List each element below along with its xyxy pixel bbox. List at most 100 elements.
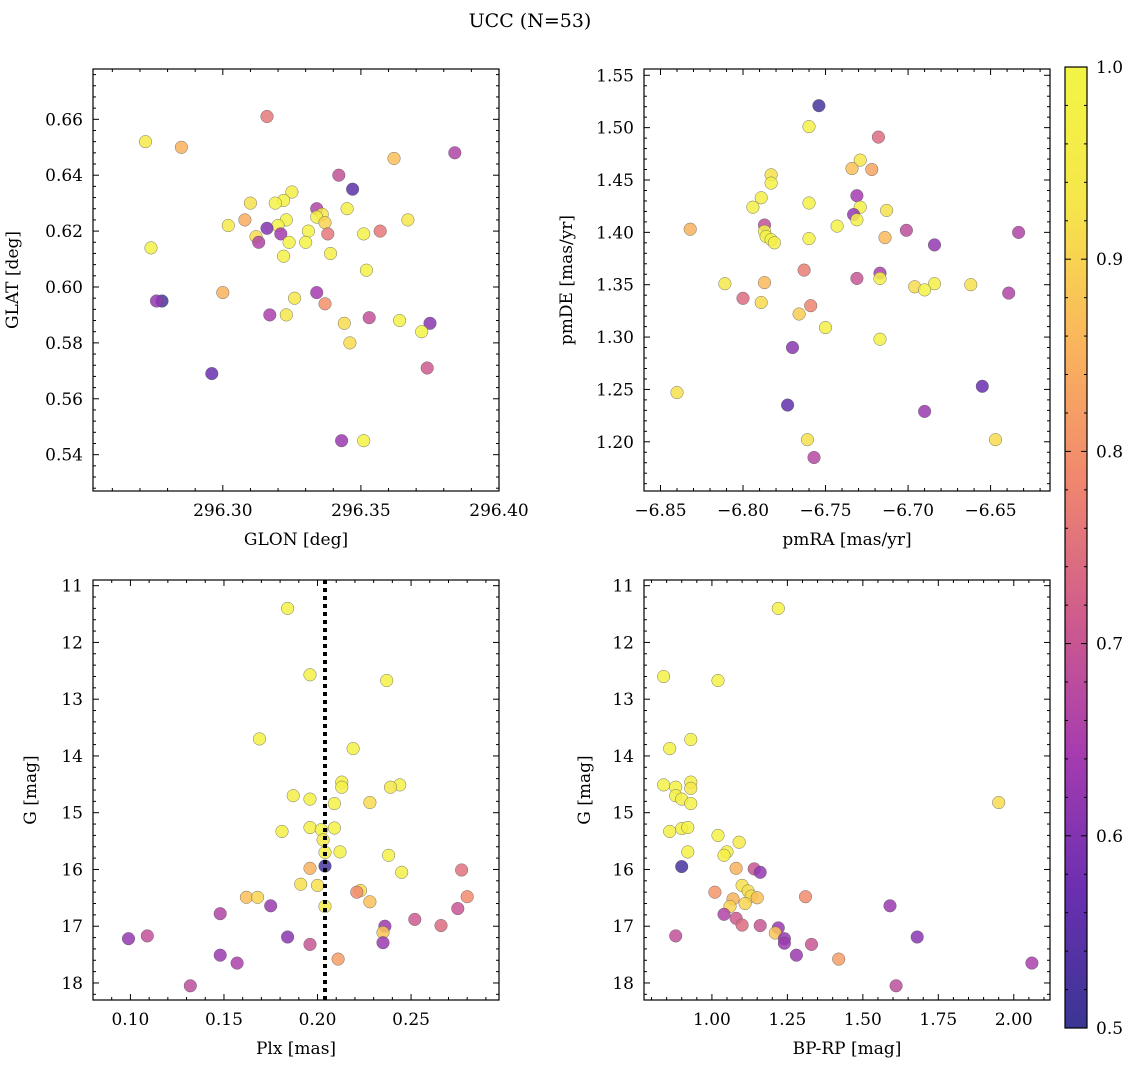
y-tick-label: 18 — [612, 974, 634, 994]
scatter-point — [777, 936, 791, 950]
scatter-point — [303, 937, 317, 951]
scatter-point — [286, 789, 300, 803]
scatter-point — [883, 899, 897, 913]
scatter-point — [420, 361, 434, 375]
scatter-point — [282, 235, 296, 249]
scatter-point — [928, 238, 942, 252]
x-tick-label: −6.85 — [634, 501, 686, 521]
scatter-point — [771, 601, 785, 615]
scatter-point — [865, 162, 879, 176]
scatter-point — [205, 367, 219, 381]
scatter-point — [899, 223, 913, 237]
scatter-point — [717, 848, 731, 862]
scatter-point — [663, 824, 677, 838]
scatter-point — [928, 277, 942, 291]
scatter-point — [423, 316, 437, 330]
scatter-point — [318, 216, 332, 230]
scatter-point — [1002, 286, 1016, 300]
scatter-point — [845, 161, 859, 175]
scatter-point — [318, 859, 332, 873]
x-tick-label: 0.20 — [299, 1010, 337, 1030]
scatter-point — [363, 895, 377, 909]
scatter-point — [918, 404, 932, 418]
scatter-point — [213, 907, 227, 921]
scatter-point — [252, 732, 266, 746]
scatter-point — [260, 109, 274, 123]
scatter-point — [213, 948, 227, 962]
scatter-point — [144, 241, 158, 255]
scatter-point — [350, 885, 364, 899]
y-tick-label: 0.64 — [45, 166, 83, 186]
scatter-point — [797, 263, 811, 277]
x-tick-label: 2.00 — [995, 1010, 1033, 1030]
scatter-point — [830, 219, 844, 233]
colorbar: 0.5 0.6 0.7 0.8 0.9 1.0 — [1064, 58, 1123, 1039]
axes-frame — [92, 68, 500, 492]
scatter-point — [683, 222, 697, 236]
scatter-point — [303, 668, 317, 682]
scatter-point — [281, 601, 295, 615]
scatter-point — [395, 865, 409, 879]
scatter-point — [448, 146, 462, 160]
x-tick-label: 0.15 — [205, 1010, 243, 1030]
scatter-point — [384, 780, 398, 794]
scatter-point — [311, 878, 325, 892]
scatter-point — [268, 196, 282, 210]
scatter-point — [767, 236, 781, 250]
y-tick-label: 1.30 — [596, 328, 634, 348]
scatter-point — [975, 379, 989, 393]
scatter-point — [681, 845, 695, 859]
scatter-point — [252, 235, 266, 249]
scatter-point — [853, 153, 867, 167]
scatter-point — [279, 308, 293, 322]
scatter-point — [802, 120, 816, 134]
scatter-point — [1025, 956, 1039, 970]
scatter-point — [357, 227, 371, 241]
scatter-point — [738, 897, 752, 911]
y-tick-label: 1.35 — [596, 276, 634, 296]
scatter-point — [387, 151, 401, 165]
x-tick-label: 296.40 — [469, 501, 528, 521]
y-tick-label: 0.54 — [45, 446, 83, 466]
colorbar-tick-label: 0.6 — [1096, 827, 1123, 847]
y-axis-label: GLAT [deg] — [3, 231, 23, 329]
scatter-point — [359, 263, 373, 277]
scatter-point — [337, 316, 351, 330]
scatter-point — [451, 902, 465, 916]
scatter-point — [657, 778, 671, 792]
scatter-point — [331, 952, 345, 966]
y-tick-label: 0.66 — [45, 110, 83, 130]
scatter-point — [140, 929, 154, 943]
scatter-point — [717, 907, 731, 921]
axes-frame — [643, 579, 1051, 1001]
scatter-point — [850, 271, 864, 285]
x-tick-label: −6.75 — [799, 501, 851, 521]
y-tick-label: 0.62 — [45, 222, 83, 242]
scatter-point — [393, 314, 407, 328]
x-tick-label: −6.65 — [965, 501, 1017, 521]
colorbar-ticks: 0.5 0.6 0.7 0.8 0.9 1.0 — [1065, 58, 1123, 1039]
scatter-point — [281, 930, 295, 944]
scatter-point — [362, 311, 376, 325]
scatter-point — [663, 742, 677, 756]
scatter-point — [781, 398, 795, 412]
scatter-point — [346, 182, 360, 196]
scatter-point — [708, 885, 722, 899]
y-tick-label: 16 — [612, 860, 634, 880]
y-axis-label: G [mag] — [21, 755, 41, 824]
y-tick-label: 11 — [61, 577, 83, 597]
x-tick-label: 1.25 — [768, 1010, 806, 1030]
x-axis-label: GLON [deg] — [244, 530, 348, 550]
y-tick-label: 0.56 — [45, 390, 83, 410]
scatter-point — [275, 824, 289, 838]
scatter-point — [327, 797, 341, 811]
y-tick-label: 1.40 — [596, 223, 634, 243]
x-tick-label: 296.30 — [193, 501, 252, 521]
panel-glon-glat: 296.30 296.35 296.40 0.54 0.56 0.58 0.60 0.62 0.… — [3, 68, 529, 550]
y-tick-label: 13 — [61, 690, 83, 710]
colorbar-tick-label: 0.5 — [1096, 1019, 1123, 1039]
scatter-point — [121, 932, 135, 946]
x-tick-label: 1.50 — [844, 1010, 882, 1030]
scatter-point — [880, 203, 894, 217]
scatter-point — [684, 781, 698, 795]
